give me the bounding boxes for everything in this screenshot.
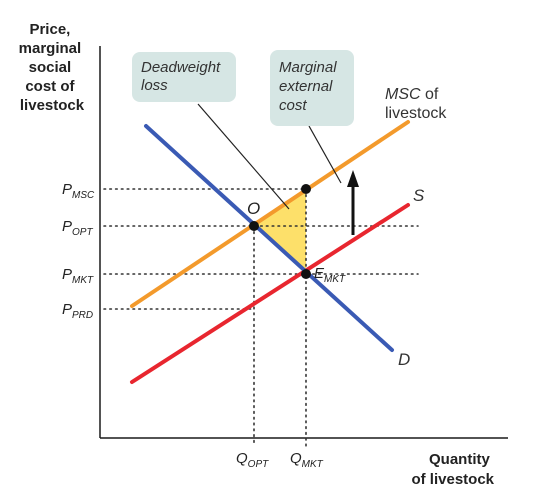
external-cost-callout-box	[270, 50, 354, 126]
deadweight-callout-text: Deadweight loss	[141, 59, 224, 94]
market-equilibrium-point	[301, 269, 311, 279]
market-equilibrium-label: EMKT	[314, 265, 346, 285]
optimum-label: O	[247, 199, 260, 218]
p-msc-label: PMSC	[62, 181, 95, 201]
y-axis-label-line2: marginal	[19, 40, 82, 57]
p-opt-base: P	[62, 218, 72, 235]
y-axis-label-line3: social	[29, 59, 72, 76]
y-axis-label-line1: Price,	[29, 21, 70, 38]
supply-curve	[130, 203, 410, 384]
external-cost-callout-line1: Marginal	[279, 59, 337, 76]
x-axis-label-line2: of livestock	[411, 471, 494, 488]
msc-curve	[130, 120, 410, 308]
msc-label-rest: of	[421, 86, 439, 103]
external-cost-callout-line3: cost	[279, 97, 307, 114]
deadweight-callout-box	[132, 52, 236, 102]
deadweight-loss-area	[254, 189, 306, 274]
p-mkt-sub: MKT	[72, 275, 94, 286]
x-axis-label: Quantity of livestock	[411, 451, 494, 488]
q-opt-sub: OPT	[248, 459, 269, 470]
q-opt-base: Q	[236, 450, 248, 467]
deadweight-pointer	[197, 103, 290, 210]
y-axis-label-line4: cost of	[25, 78, 75, 95]
p-prd-sub: PRD	[72, 310, 93, 321]
msc-curve-label: MSC of livestock	[385, 86, 447, 122]
q-mkt-base: Q	[290, 450, 302, 467]
q-mkt-sub: MKT	[302, 459, 324, 470]
deadweight-callout-line2: loss	[141, 77, 168, 94]
p-opt-sub: OPT	[72, 227, 93, 238]
external-cost-arrowhead	[347, 170, 359, 187]
market-eq-base: E	[314, 265, 325, 282]
msc-label-line2: livestock	[385, 105, 447, 122]
external-pointer	[308, 125, 342, 184]
external-cost-callout-line2: external	[279, 78, 333, 95]
p-mkt-base: P	[62, 266, 72, 283]
p-opt-label: POPT	[62, 218, 93, 238]
p-msc-base: P	[62, 181, 72, 198]
p-mkt-label: PMKT	[62, 266, 94, 286]
msc-label-italic: MSC	[385, 86, 421, 103]
p-msc-sub: MSC	[72, 190, 95, 201]
q-mkt-label: QMKT	[290, 450, 324, 470]
demand-curve	[144, 124, 394, 352]
deadweight-callout-line1: Deadweight	[141, 59, 221, 76]
demand-curve-label: D	[398, 350, 410, 369]
optimum-point	[249, 221, 259, 231]
p-prd-base: P	[62, 301, 72, 318]
market-eq-sub: MKT	[324, 274, 346, 285]
external-cost-callout-text: Marginal external cost	[279, 59, 341, 114]
y-axis-label: Price, marginal social cost of livestock	[19, 21, 86, 114]
x-axis-label-line1: Quantity	[429, 451, 490, 468]
y-axis-label-line5: livestock	[20, 97, 85, 114]
q-opt-label: QOPT	[236, 450, 269, 470]
p-prd-label: PPRD	[62, 301, 93, 321]
supply-curve-label: S	[413, 186, 425, 205]
guide-lines	[103, 188, 419, 447]
msc-at-qmkt-point	[301, 184, 311, 194]
